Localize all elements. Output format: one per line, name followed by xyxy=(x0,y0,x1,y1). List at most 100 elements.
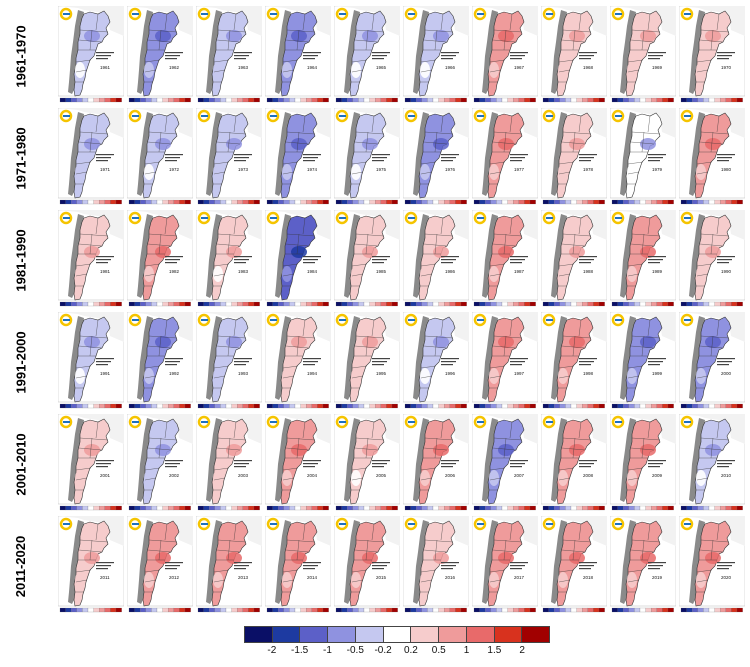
argentina-map: 2017 xyxy=(472,516,538,613)
year-label: 2017 xyxy=(514,575,525,580)
smn-logo-icon xyxy=(404,211,418,225)
map-panel: 1961 xyxy=(58,6,124,104)
smn-logo-icon xyxy=(59,415,73,429)
map-panel: 1995 xyxy=(334,312,400,410)
year-label: 1966 xyxy=(445,65,456,70)
year-label: 1997 xyxy=(514,371,525,376)
smn-logo-icon xyxy=(59,7,73,21)
smn-logo-icon xyxy=(542,211,556,225)
map-panel: 1999 xyxy=(610,312,676,410)
argentina-map: 1986 xyxy=(403,210,469,307)
smn-logo-icon xyxy=(335,517,349,531)
year-label: 2003 xyxy=(238,473,249,478)
map-panel: 1971 xyxy=(58,108,124,206)
legend-color-box xyxy=(494,627,523,642)
map-panel: 2020 xyxy=(679,516,745,614)
smn-logo-icon xyxy=(680,517,694,531)
year-label: 1986 xyxy=(445,269,456,274)
year-label: 2009 xyxy=(652,473,663,478)
argentina-map: 1985 xyxy=(334,210,400,307)
argentina-map: 1965 xyxy=(334,6,400,103)
year-label: 2016 xyxy=(445,575,456,580)
argentina-map: 2007 xyxy=(472,414,538,511)
decade-label: 2011-2020 xyxy=(6,516,36,616)
year-label: 1995 xyxy=(376,371,387,376)
smn-logo-icon xyxy=(680,313,694,327)
legend-tick-label: 0.5 xyxy=(431,645,446,656)
map-panel: 1978 xyxy=(541,108,607,206)
smn-logo-icon xyxy=(473,109,487,123)
smn-logo-icon xyxy=(266,7,280,21)
smn-logo-icon xyxy=(473,313,487,327)
decade-label-text: 1981-1990 xyxy=(13,228,29,292)
map-panel: 2005 xyxy=(334,414,400,512)
legend-tick-label: -0.2 xyxy=(374,645,392,656)
map-panel: 1989 xyxy=(610,210,676,308)
legend-color-box xyxy=(328,627,356,642)
smn-logo-icon xyxy=(59,313,73,327)
map-panel: 1986 xyxy=(403,210,469,308)
map-panel: 2016 xyxy=(403,516,469,614)
smn-logo-icon xyxy=(197,517,211,531)
map-panel: 1976 xyxy=(403,108,469,206)
map-panel: 1981 xyxy=(58,210,124,308)
year-label: 2000 xyxy=(721,371,732,376)
year-label: 2019 xyxy=(652,575,663,580)
map-panel: 1994 xyxy=(265,312,331,410)
map-panel: 1972 xyxy=(127,108,193,206)
argentina-map: 2002 xyxy=(127,414,193,511)
legend-tick-label: -1.5 xyxy=(291,645,309,656)
smn-logo-icon xyxy=(611,109,625,123)
smn-logo-icon xyxy=(404,517,418,531)
smn-logo-icon xyxy=(128,109,142,123)
legend-color-box xyxy=(300,627,329,642)
argentina-map: 2015 xyxy=(334,516,400,613)
legend-color-box xyxy=(466,627,495,642)
year-label: 1999 xyxy=(652,371,663,376)
map-panel: 1992 xyxy=(127,312,193,410)
argentina-map: 2019 xyxy=(610,516,676,613)
decade-label-text: 2001-2010 xyxy=(13,432,29,496)
map-panel: 2007 xyxy=(472,414,538,512)
year-label: 2020 xyxy=(721,575,732,580)
year-label: 1970 xyxy=(721,65,732,70)
argentina-map: 2020 xyxy=(679,516,745,613)
argentina-map: 2012 xyxy=(127,516,193,613)
argentina-map: 1964 xyxy=(265,6,331,103)
year-label: 2001 xyxy=(100,473,111,478)
smn-logo-icon xyxy=(335,211,349,225)
year-label: 1987 xyxy=(514,269,525,274)
smn-logo-icon xyxy=(542,7,556,21)
smn-logo-icon xyxy=(611,313,625,327)
year-label: 1979 xyxy=(652,167,663,172)
year-label: 1992 xyxy=(169,371,180,376)
legend-tick-label: -0.5 xyxy=(346,645,364,656)
year-label: 1990 xyxy=(721,269,732,274)
argentina-map: 2006 xyxy=(403,414,469,511)
year-label: 2018 xyxy=(583,575,594,580)
argentina-map: 2004 xyxy=(265,414,331,511)
argentina-map: 1984 xyxy=(265,210,331,307)
year-label: 2010 xyxy=(721,473,732,478)
year-label: 2006 xyxy=(445,473,456,478)
map-panel: 1984 xyxy=(265,210,331,308)
legend-color-box xyxy=(245,627,273,642)
argentina-map: 1969 xyxy=(610,6,676,103)
year-label: 1980 xyxy=(721,167,732,172)
smn-logo-icon xyxy=(128,313,142,327)
legend-tick-label: 1.5 xyxy=(487,645,502,656)
smn-logo-icon xyxy=(404,313,418,327)
decade-label-text: 1961-1970 xyxy=(13,24,29,88)
smn-logo-icon xyxy=(611,415,625,429)
decade-label: 1971-1980 xyxy=(6,108,36,208)
smn-logo-icon xyxy=(473,211,487,225)
map-panel: 1991 xyxy=(58,312,124,410)
smn-logo-icon xyxy=(197,313,211,327)
map-panel: 1965 xyxy=(334,6,400,104)
legend-color-box xyxy=(272,627,301,642)
argentina-map: 1995 xyxy=(334,312,400,409)
year-label: 2007 xyxy=(514,473,525,478)
argentina-map: 1973 xyxy=(196,108,262,205)
argentina-map: 1994 xyxy=(265,312,331,409)
map-panel: 1980 xyxy=(679,108,745,206)
